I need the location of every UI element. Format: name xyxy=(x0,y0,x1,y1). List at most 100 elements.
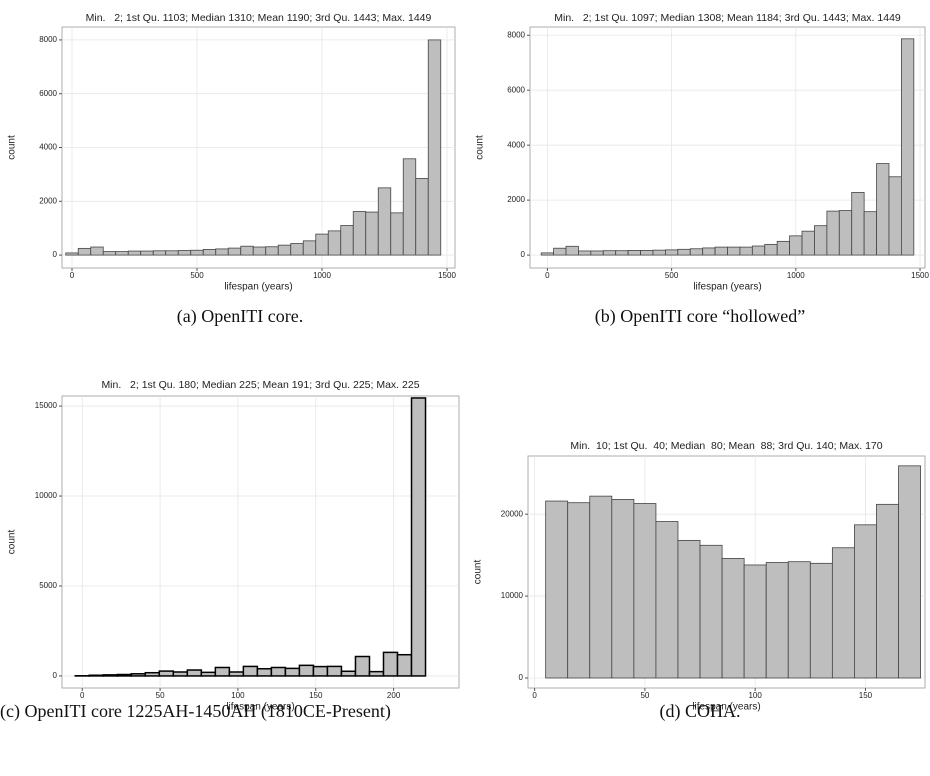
bar xyxy=(228,671,245,677)
bar xyxy=(390,212,404,256)
bar xyxy=(689,248,704,256)
bar xyxy=(102,674,119,677)
bar xyxy=(602,250,617,256)
bar xyxy=(402,158,417,256)
caption: (a) OpenITI core. xyxy=(176,306,304,326)
bar xyxy=(876,503,899,679)
bar xyxy=(202,249,217,256)
x-tick-label: 150 xyxy=(309,691,323,700)
y-tick-label: 10000 xyxy=(35,491,58,500)
bar xyxy=(227,247,242,256)
y-tick-label: 6000 xyxy=(507,85,525,94)
bar xyxy=(115,251,129,256)
bar xyxy=(540,252,555,256)
bar xyxy=(838,210,853,256)
bar xyxy=(854,524,877,679)
bar xyxy=(863,211,877,256)
x-tick-label: 50 xyxy=(156,691,165,700)
y-tick-label: 0 xyxy=(519,673,524,682)
y-tick-label: 0 xyxy=(521,250,526,259)
y-tick-label: 5000 xyxy=(39,581,57,590)
bar xyxy=(565,245,579,256)
bar xyxy=(851,192,865,256)
bar xyxy=(382,651,399,677)
bar xyxy=(352,211,367,256)
bar xyxy=(354,655,371,677)
x-tick-label: 500 xyxy=(665,271,679,280)
chart-title: Min. 2; 1st Qu. 1103; Median 1310; Mean … xyxy=(86,12,432,24)
x-axis-label: lifespan (years) xyxy=(693,282,761,293)
plot-background xyxy=(61,395,460,689)
bar xyxy=(290,243,304,256)
x-tick-label: 100 xyxy=(231,691,245,700)
x-tick-label: 1500 xyxy=(438,271,456,280)
bar xyxy=(377,187,392,256)
bar xyxy=(256,667,273,677)
y-tick-label: 0 xyxy=(53,250,58,259)
bar xyxy=(633,503,657,679)
bar xyxy=(900,38,915,256)
bar xyxy=(77,247,92,256)
y-axis-label: count xyxy=(475,135,486,160)
caption: (b) OpenITI core “hollowed” xyxy=(594,306,806,326)
bar xyxy=(764,243,778,256)
x-tick-label: 1000 xyxy=(787,271,805,280)
bar xyxy=(898,465,921,679)
bar xyxy=(702,247,716,256)
bar xyxy=(368,670,385,677)
x-tick-label: 0 xyxy=(545,271,550,280)
y-tick-label: 2000 xyxy=(39,196,57,205)
bar xyxy=(140,250,154,256)
bar xyxy=(677,539,701,679)
y-tick-label: 15000 xyxy=(35,401,58,410)
bar xyxy=(427,39,442,256)
chart-title: Min. 2; 1st Qu. 180; Median 225; Mean 19… xyxy=(101,379,419,391)
bar xyxy=(102,251,117,256)
bar xyxy=(567,502,591,679)
bar xyxy=(177,250,192,256)
bar xyxy=(876,163,890,256)
chart-title: Min. 2; 1st Qu. 1097; Median 1308; Mean … xyxy=(554,12,901,24)
bar xyxy=(172,671,189,677)
bar xyxy=(365,211,379,256)
bar xyxy=(152,250,167,256)
y-tick-label: 0 xyxy=(53,671,58,680)
caption: (d) COHA. xyxy=(659,701,741,721)
x-tick-label: 0 xyxy=(70,271,75,280)
y-tick-label: 4000 xyxy=(507,140,525,149)
bar xyxy=(298,664,315,677)
bar xyxy=(888,176,902,256)
bar xyxy=(144,671,161,677)
bar xyxy=(826,210,840,256)
bar xyxy=(200,671,217,677)
bar xyxy=(410,397,427,677)
y-tick-label: 2000 xyxy=(507,195,525,204)
x-tick-label: 1000 xyxy=(313,271,331,280)
bar xyxy=(831,547,855,679)
bar xyxy=(652,249,666,256)
bar xyxy=(589,495,613,679)
bar xyxy=(270,666,287,677)
bar xyxy=(789,235,803,256)
bar xyxy=(340,225,354,256)
bar xyxy=(655,521,679,679)
y-tick-label: 8000 xyxy=(39,35,57,44)
y-axis-label: count xyxy=(473,560,484,585)
bar xyxy=(814,225,828,256)
bar xyxy=(640,250,654,256)
bar xyxy=(739,246,753,256)
bar xyxy=(240,245,254,256)
x-axis-label: lifespan (years) xyxy=(224,282,292,293)
bar xyxy=(158,670,175,677)
bar xyxy=(315,233,329,256)
bar xyxy=(801,230,815,256)
bar xyxy=(627,250,641,256)
bar xyxy=(545,500,569,679)
bar xyxy=(127,250,142,256)
y-axis-label: count xyxy=(7,135,18,160)
bar xyxy=(553,247,567,256)
bar xyxy=(743,564,767,679)
bar xyxy=(277,244,292,256)
